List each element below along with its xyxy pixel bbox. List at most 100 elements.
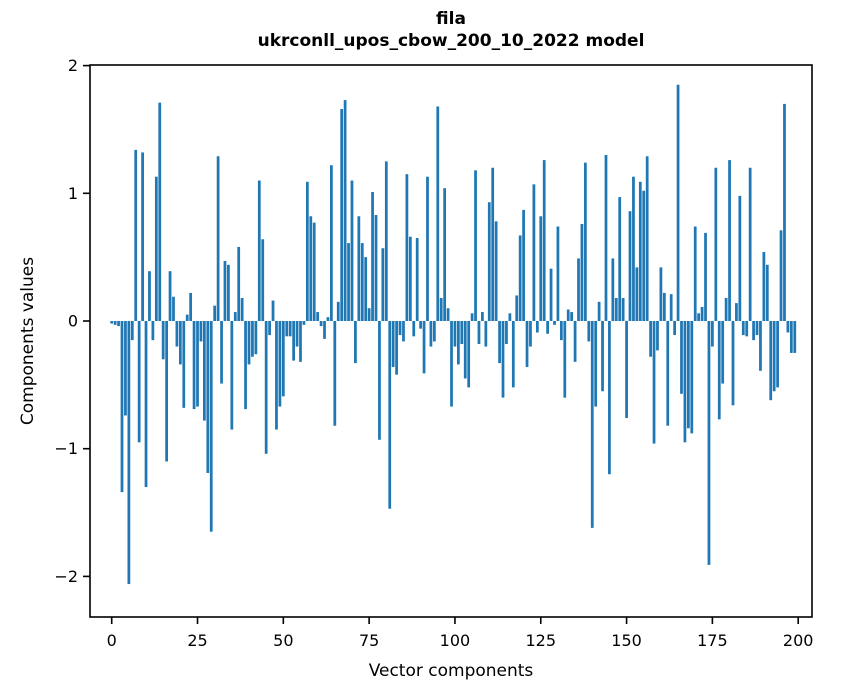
bar-component-113 <box>498 321 501 364</box>
y-axis-ticks: 2 1 0 −1 −2 <box>54 56 90 586</box>
bar-component-60 <box>316 312 320 321</box>
bar-component-102 <box>460 321 464 344</box>
bar-component-129 <box>553 321 556 325</box>
bar-component-147 <box>614 298 618 321</box>
bar-component-186 <box>748 167 752 321</box>
y-tick-label: −2 <box>54 567 78 586</box>
bar-component-107 <box>477 321 481 344</box>
bar-component-24 <box>192 321 196 410</box>
bar-component-22 <box>185 314 189 322</box>
bar-component-42 <box>254 321 258 355</box>
bar-component-121 <box>525 321 529 367</box>
bar-component-123 <box>532 184 536 321</box>
bar-component-26 <box>199 321 203 342</box>
x-tick-label: 150 <box>611 631 642 650</box>
bar-component-191 <box>765 264 769 321</box>
bar-component-131 <box>559 321 563 341</box>
bar-component-181 <box>731 321 735 406</box>
bar-component-89 <box>415 238 419 322</box>
bar-component-135 <box>573 321 577 362</box>
bar-component-18 <box>172 296 175 321</box>
bar-component-132 <box>563 321 567 398</box>
bar-component-149 <box>621 298 625 321</box>
bar-component-162 <box>666 321 670 426</box>
bar-component-144 <box>604 154 608 321</box>
bar-component-54 <box>295 321 299 347</box>
bar-component-45 <box>264 321 268 454</box>
bar-component-71 <box>354 321 357 364</box>
bar-component-137 <box>580 223 584 321</box>
bar-component-119 <box>518 235 522 321</box>
bar-component-74 <box>364 257 368 321</box>
bar-component-126 <box>542 160 546 321</box>
bar-component-183 <box>738 195 742 321</box>
bar-component-49 <box>278 321 282 407</box>
bar-component-6 <box>130 321 134 341</box>
bar-component-120 <box>522 209 525 321</box>
bar-component-195 <box>779 230 783 321</box>
bar-component-111 <box>491 167 495 321</box>
bar-component-87 <box>408 236 412 321</box>
bar-component-95 <box>436 106 440 322</box>
bar-component-138 <box>584 162 587 321</box>
bar-component-143 <box>601 321 604 392</box>
bar-component-124 <box>535 321 539 333</box>
bar-component-112 <box>494 221 498 321</box>
bar-component-173 <box>704 232 707 321</box>
bar-component-58 <box>309 216 313 321</box>
bar-component-72 <box>357 216 361 321</box>
bar-component-31 <box>216 156 220 321</box>
bar-component-187 <box>752 321 755 341</box>
bar-component-130 <box>556 226 560 321</box>
bar-component-163 <box>669 294 673 321</box>
bar-component-27 <box>203 321 206 421</box>
bar-component-66 <box>336 301 340 322</box>
bar-component-13 <box>154 176 158 321</box>
bar-component-152 <box>632 176 635 321</box>
bar-component-117 <box>511 321 515 388</box>
bar-component-15 <box>161 321 165 360</box>
bar-component-23 <box>189 292 193 321</box>
bar-component-47 <box>271 300 275 321</box>
bar-component-67 <box>340 109 344 322</box>
bar-component-182 <box>735 303 738 321</box>
bar-component-92 <box>426 176 429 321</box>
bar-component-94 <box>432 321 436 342</box>
bar-component-171 <box>697 313 701 321</box>
bar-component-103 <box>463 321 467 379</box>
bar-component-17 <box>168 271 172 321</box>
bar-component-151 <box>628 211 632 321</box>
bar-component-115 <box>505 321 508 344</box>
bar-component-51 <box>285 321 289 337</box>
bar-component-145 <box>608 321 611 475</box>
bar-component-109 <box>484 321 488 347</box>
bar-component-38 <box>240 298 244 321</box>
bar-component-199 <box>793 321 797 353</box>
bar-component-99 <box>450 321 453 407</box>
bar-component-9 <box>141 152 144 321</box>
bar-component-35 <box>230 321 234 430</box>
bar-component-79 <box>381 248 385 321</box>
bar-component-156 <box>645 156 649 321</box>
chart-title-line1: fila <box>436 9 466 29</box>
bar-component-63 <box>326 317 330 321</box>
bar-component-93 <box>429 321 433 347</box>
bar-component-153 <box>635 267 639 321</box>
bar-component-55 <box>299 321 302 362</box>
bar-component-73 <box>360 243 364 321</box>
bar-component-11 <box>148 271 151 321</box>
bar-component-166 <box>680 321 683 394</box>
bar-component-105 <box>470 313 474 321</box>
bar-component-43 <box>257 180 261 321</box>
bar-component-68 <box>343 100 347 321</box>
y-axis-label: Components values <box>18 256 38 426</box>
plot-border <box>89 64 813 618</box>
bar-component-169 <box>690 321 694 434</box>
bar-component-56 <box>302 321 306 325</box>
bar-component-106 <box>474 170 477 321</box>
bar-component-59 <box>312 222 316 321</box>
bar-component-84 <box>398 321 402 336</box>
bar-component-118 <box>515 295 519 321</box>
x-axis-ticks: 0 25 50 75 100 125 150 175 200 <box>107 617 813 650</box>
bar-component-37 <box>237 246 241 321</box>
